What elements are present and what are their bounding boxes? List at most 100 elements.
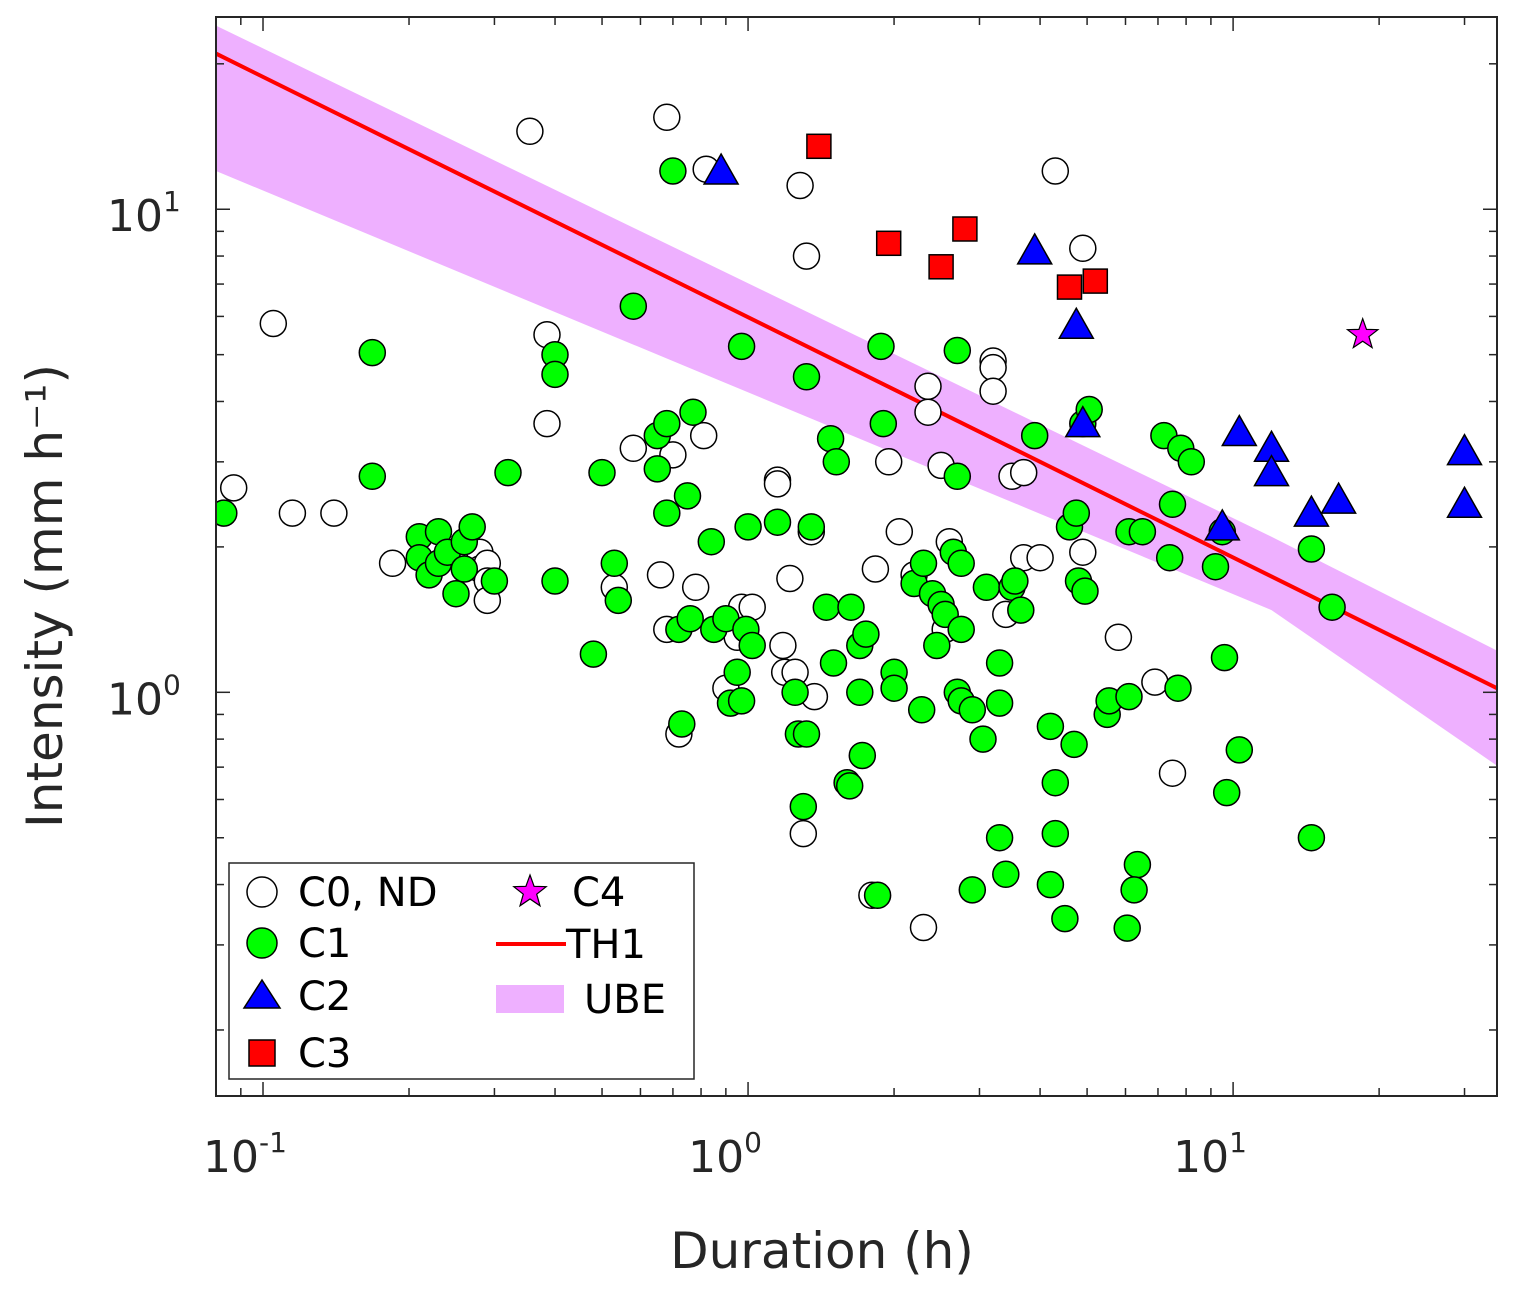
point-c0-nd-45 <box>914 398 942 426</box>
point-c1-38 <box>727 687 756 715</box>
point-c1-62 <box>867 332 895 361</box>
point-c1-21 <box>604 586 633 615</box>
point-c2-1 <box>1016 232 1053 265</box>
point-c1-102 <box>1071 577 1099 605</box>
point-c2-7 <box>1253 454 1290 487</box>
y-tick-label-1: 101 <box>107 185 181 242</box>
point-c1-118 <box>1201 552 1230 581</box>
point-c1-31 <box>676 604 704 633</box>
point-c0-nd-28 <box>763 470 792 498</box>
point-c1-68 <box>907 696 936 724</box>
point-c0-nd-2 <box>259 309 288 338</box>
point-c3-1 <box>875 230 902 257</box>
point-c1-56 <box>837 593 865 621</box>
point-c1-46 <box>789 792 818 821</box>
point-c1-124 <box>1297 823 1326 852</box>
point-c1-17 <box>541 567 569 595</box>
x-axis-label: Duration (h) <box>670 1222 974 1280</box>
point-c1-25 <box>653 499 681 527</box>
point-c1-84 <box>985 649 1014 677</box>
point-c1-19 <box>588 458 616 487</box>
point-c0-nd-20 <box>681 573 710 602</box>
legend-marker-c1 <box>246 927 278 959</box>
point-c3-5 <box>1082 268 1109 294</box>
point-c1-49 <box>792 363 821 391</box>
point-c1-61 <box>863 881 892 910</box>
point-c1-12 <box>458 513 486 541</box>
legend-box <box>228 862 695 1080</box>
point-c3-4 <box>1056 274 1083 300</box>
point-c2-8 <box>1293 494 1330 527</box>
point-c3-3 <box>952 216 978 242</box>
point-c0-nd-34 <box>789 819 818 848</box>
legend: C0, ND C1 C2 C3 C4 TH1 UBE <box>228 862 695 1080</box>
point-c1-90 <box>992 860 1020 889</box>
point-c1-20 <box>600 549 629 578</box>
point-c1-50 <box>812 593 841 621</box>
point-c1-125 <box>1318 593 1346 621</box>
point-c1-93 <box>1041 768 1070 797</box>
point-c1-32 <box>679 398 707 426</box>
point-c1-81 <box>958 876 987 904</box>
point-c0-nd-12 <box>533 409 561 438</box>
point-c1-65 <box>880 674 908 702</box>
point-c1-123 <box>1297 535 1326 563</box>
point-c1-96 <box>1051 904 1079 933</box>
point-c1-58 <box>846 678 874 707</box>
point-c0-nd-51 <box>979 377 1007 405</box>
point-c1-109 <box>1120 876 1148 904</box>
point-c1-106 <box>1115 682 1143 711</box>
point-c1-2 <box>358 462 387 491</box>
point-c1-11 <box>450 555 479 583</box>
legend-marker-c4 <box>512 873 548 908</box>
th1-line <box>216 51 1497 690</box>
legend-patch-ube <box>496 985 564 1013</box>
point-c2-0 <box>702 152 740 185</box>
point-c2-11 <box>1446 485 1483 519</box>
point-c1-98 <box>1062 499 1091 527</box>
x-tick-label-0: 10-1 <box>203 1126 287 1183</box>
point-c1-1 <box>358 338 387 367</box>
point-c1-95 <box>1036 870 1065 899</box>
point-c1-101 <box>1060 730 1088 759</box>
point-c1-71 <box>923 631 951 660</box>
point-c2-3 <box>1064 405 1102 438</box>
point-c2-9 <box>1320 481 1357 514</box>
legend-label-c1: C1 <box>298 921 351 967</box>
point-c0-nd-62 <box>1158 759 1187 787</box>
point-c1-37 <box>723 658 751 687</box>
point-c1-85 <box>985 689 1014 717</box>
point-c1-27 <box>659 157 687 185</box>
point-c2-2 <box>1058 306 1095 340</box>
point-c1-75 <box>943 462 972 491</box>
point-c1-55 <box>835 772 864 800</box>
point-c1-86 <box>985 823 1014 852</box>
point-c1-122 <box>1225 736 1254 764</box>
y-tick-label-0: 100 <box>107 668 181 725</box>
point-c2-5 <box>1221 413 1258 447</box>
points-layer <box>216 103 1483 942</box>
point-c1-60 <box>852 620 880 648</box>
point-c1-107 <box>1113 914 1141 942</box>
point-c1-117 <box>1177 448 1206 476</box>
point-c1-53 <box>819 649 848 677</box>
plot-area <box>216 25 1497 942</box>
x-tick-label-2: 101 <box>1173 1126 1247 1183</box>
legend-label-ube: UBE <box>584 977 666 1023</box>
point-c0-nd-57 <box>1041 157 1070 185</box>
point-c1-33 <box>697 527 726 556</box>
point-c0-nd-54 <box>1009 458 1038 487</box>
point-c0-nd-3 <box>320 499 348 527</box>
point-c1-44 <box>781 678 809 707</box>
point-c0-nd-60 <box>1104 623 1133 652</box>
point-c1-41 <box>734 513 762 541</box>
point-c1-0 <box>216 499 238 527</box>
point-c4-0 <box>1345 316 1380 350</box>
point-c1-51 <box>816 424 845 453</box>
point-c1-39 <box>727 332 756 361</box>
x-tick-label-1: 100 <box>688 1126 762 1183</box>
point-c0-nd-31 <box>776 564 804 593</box>
point-c1-47 <box>792 720 821 748</box>
point-c1-114 <box>1158 490 1187 519</box>
point-c1-59 <box>848 741 877 770</box>
